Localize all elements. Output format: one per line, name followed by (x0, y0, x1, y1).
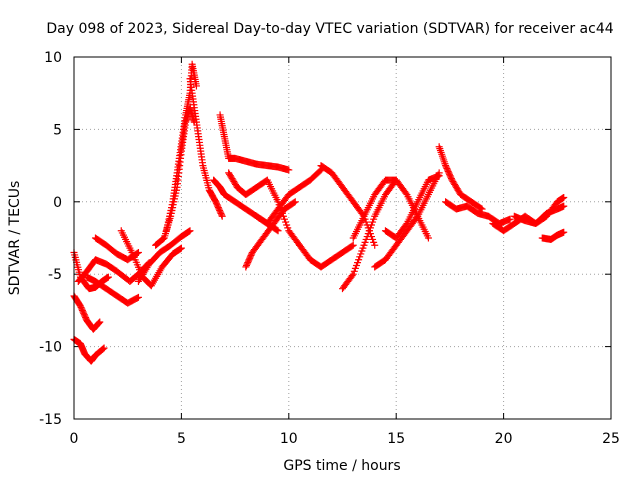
data-point (560, 228, 568, 236)
data-point (402, 221, 410, 229)
series-track-25 (489, 193, 568, 235)
y-axis-label: SDTVAR / TECUs (7, 181, 23, 296)
data-point (291, 198, 299, 206)
data-point (348, 272, 356, 280)
data-point (100, 344, 108, 352)
x-tick-label: 15 (387, 431, 405, 447)
series-track-23 (435, 143, 486, 213)
y-tick-labels: -15 -10 -5 0 5 10 (39, 50, 62, 428)
data-point (134, 248, 142, 256)
axis-ticks (73, 56, 612, 420)
data-point (560, 202, 568, 210)
series-track-15 (242, 198, 299, 271)
data-point (218, 211, 226, 219)
x-tick-label: 5 (177, 431, 186, 447)
series-track-7 (117, 227, 185, 290)
data-point (98, 345, 106, 353)
y-tick-label: 5 (53, 122, 62, 138)
data-point (285, 166, 293, 174)
data-point (316, 167, 324, 175)
data-point (477, 204, 485, 212)
series-track-16 (253, 166, 325, 228)
data-point (158, 235, 166, 243)
series-track-3 (70, 335, 108, 365)
grid-lines (74, 57, 611, 419)
series-track-22 (381, 172, 443, 242)
data-point (273, 226, 281, 234)
series-track-12 (216, 111, 293, 174)
data-point (371, 241, 379, 249)
plot-frame (73, 56, 612, 420)
series-track-8 (134, 227, 194, 285)
data-point (274, 227, 282, 235)
data-point (218, 212, 226, 220)
x-tick-label: 10 (280, 431, 298, 447)
y-tick-label: -10 (39, 340, 62, 356)
series-track-6 (83, 273, 142, 307)
data-point (424, 234, 432, 242)
x-tick-label: 25 (602, 431, 620, 447)
series-track-2 (70, 292, 104, 333)
series-track-11 (186, 75, 226, 220)
data-point (133, 249, 141, 257)
y-tick-label: -15 (39, 412, 62, 428)
data-point (99, 345, 107, 353)
data-point (134, 293, 142, 301)
series-track-27 (538, 228, 568, 243)
data-point (348, 242, 356, 250)
data-point (94, 319, 102, 327)
data-point (402, 189, 410, 197)
data-point (95, 319, 103, 327)
data-points (70, 60, 568, 365)
x-axis-label: GPS time / hours (283, 458, 400, 474)
data-point (96, 318, 104, 326)
data-point (435, 172, 443, 180)
data-point (186, 227, 194, 235)
x-tick-label: 0 (70, 431, 79, 447)
data-point (104, 273, 112, 281)
data-point (413, 214, 421, 222)
series-track-26 (510, 202, 568, 228)
data-point (560, 193, 568, 201)
series-track-14 (225, 169, 304, 249)
data-point (290, 199, 298, 207)
x-tick-labels: 0 5 10 15 20 25 (70, 431, 620, 447)
series-track-9 (152, 104, 198, 249)
data-point (349, 241, 357, 249)
series-track-24 (442, 198, 514, 228)
x-tick-label: 20 (495, 431, 513, 447)
data-point (177, 244, 185, 252)
y-tick-label: -5 (48, 267, 62, 283)
data-point (506, 215, 514, 223)
y-tick-label: 10 (44, 50, 62, 66)
chart-title: Day 098 of 2023, Sidereal Day-to-day VTE… (46, 21, 613, 37)
series-track-17 (296, 241, 357, 271)
y-tick-label: 0 (53, 195, 62, 211)
series-track-21 (371, 169, 443, 271)
series-track-10 (162, 60, 200, 235)
data-point (192, 82, 200, 90)
